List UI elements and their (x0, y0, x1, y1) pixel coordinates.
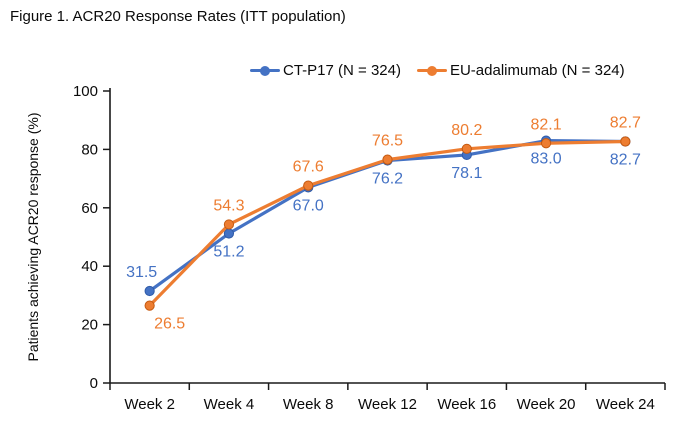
y-tick-label: 60 (81, 200, 98, 217)
data-point-marker-eu-adalimumab (461, 143, 472, 154)
data-point-marker-ct-p17 (223, 228, 235, 239)
data-point-marker-eu-adalimumab (540, 138, 552, 149)
y-tick-label: 80 (81, 141, 98, 158)
figure-title: Figure 1. ACR20 Response Rates (ITT popu… (10, 8, 346, 25)
legend-dot (426, 65, 437, 76)
line-dot-marker-icon (250, 65, 280, 76)
y-tick-label: 20 (81, 317, 98, 334)
data-label-eu-adalimumab: 76.5 (372, 133, 403, 150)
data-label-ct-p17: 31.5 (126, 264, 157, 281)
data-label-eu-adalimumab: 80.2 (451, 122, 482, 139)
y-tick-label: 100 (73, 83, 98, 100)
legend-label-eu-adalimumab: EU-adalimumab (N = 324) (449, 62, 625, 79)
legend-dot (260, 65, 270, 76)
x-tick-label: Week 24 (596, 396, 655, 413)
x-tick-label: Week 12 (358, 396, 417, 413)
x-tick-label: Week 16 (437, 396, 496, 413)
x-tick-label: Week 4 (204, 396, 255, 413)
data-point-marker-ct-p17 (144, 285, 155, 297)
data-point-marker-eu-adalimumab (382, 154, 393, 165)
data-point-marker-eu-adalimumab (620, 136, 631, 147)
legend-item-eu-adalimumab: EU-adalimumab (N = 324) (416, 62, 625, 79)
y-tick-label: 40 (81, 258, 98, 275)
data-label-eu-adalimumab: 67.6 (293, 159, 324, 176)
legend-label-ct-p17: CT-P17 (N = 324) (283, 62, 401, 79)
x-tick-label: Week 8 (283, 396, 334, 413)
chart-legend: CT-P17 (N = 324) EU-adalimumab (N = 324) (250, 62, 625, 79)
data-label-eu-adalimumab: 54.3 (213, 197, 244, 214)
data-label-ct-p17: 82.7 (610, 152, 641, 169)
data-point-marker-eu-adalimumab (223, 219, 235, 230)
data-label-eu-adalimumab: 82.1 (531, 116, 562, 133)
data-label-ct-p17: 83.0 (531, 151, 562, 168)
data-label-ct-p17: 67.0 (293, 197, 324, 214)
x-tick-label: Week 2 (124, 396, 175, 413)
data-label-eu-adalimumab: 82.7 (610, 115, 641, 132)
data-label-ct-p17: 78.1 (451, 165, 482, 182)
data-point-marker-eu-adalimumab (144, 300, 155, 311)
x-tick-label: Week 20 (517, 396, 576, 413)
data-label-eu-adalimumab: 26.5 (154, 316, 185, 333)
data-point-marker-eu-adalimumab (303, 180, 314, 191)
y-tick-label: 0 (90, 375, 98, 392)
line-dot-marker-icon (416, 65, 447, 76)
legend-item-ct-p17: CT-P17 (N = 324) (250, 62, 401, 79)
data-label-ct-p17: 51.2 (213, 243, 244, 260)
data-label-ct-p17: 76.2 (372, 170, 403, 187)
